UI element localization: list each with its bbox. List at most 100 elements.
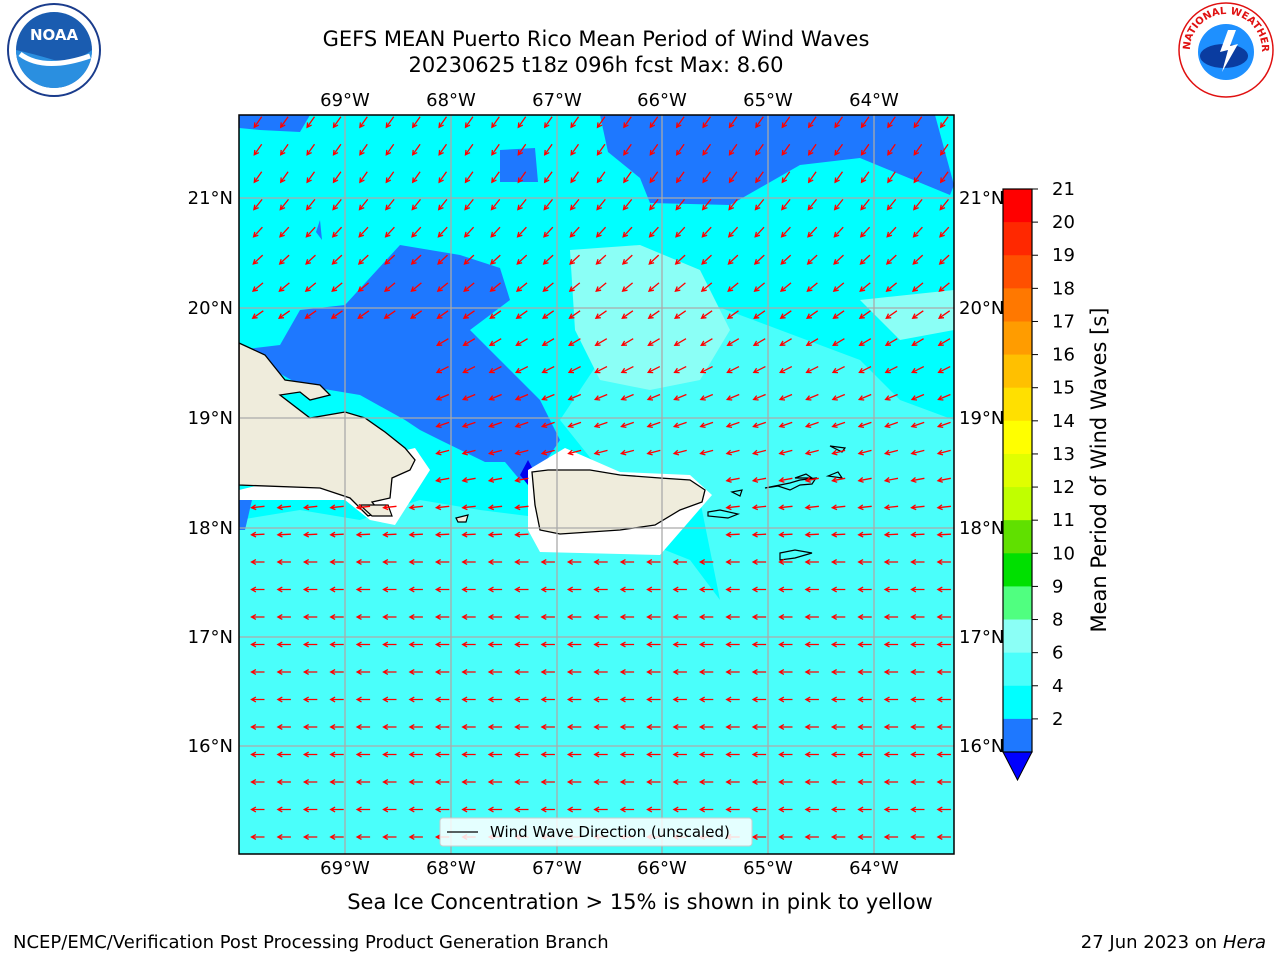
wind-wave-arrow xyxy=(355,696,371,703)
wind-wave-arrow xyxy=(276,696,291,703)
wind-wave-arrow xyxy=(382,614,397,620)
wind-wave-arrow xyxy=(621,310,634,319)
wind-wave-arrow xyxy=(779,282,792,292)
wind-wave-arrow xyxy=(302,696,318,703)
wind-wave-arrow xyxy=(754,226,765,238)
wind-wave-arrow xyxy=(646,393,661,401)
wind-wave-arrow xyxy=(540,586,555,593)
wind-wave-arrow xyxy=(831,393,846,401)
wind-wave-arrow xyxy=(487,724,503,730)
wind-wave-arrow xyxy=(302,806,318,813)
wind-wave-arrow xyxy=(276,834,291,840)
wind-wave-arrow xyxy=(461,696,476,703)
wind-wave-arrow xyxy=(540,449,555,456)
wind-wave-arrow xyxy=(279,116,289,129)
wind-wave-arrow xyxy=(649,143,659,156)
wind-wave-arrow xyxy=(463,226,475,238)
wind-wave-arrow xyxy=(619,614,635,620)
wind-wave-arrow xyxy=(487,586,503,593)
wind-wave-arrow xyxy=(435,476,450,483)
wind-wave-arrow xyxy=(858,338,872,346)
wind-wave-arrow xyxy=(672,614,687,620)
wind-wave-arrow xyxy=(623,143,632,156)
wind-wave-arrow xyxy=(751,779,767,785)
wind-wave-arrow xyxy=(569,198,580,211)
wind-wave-arrow xyxy=(830,779,846,785)
wind-wave-arrow xyxy=(408,586,423,593)
wind-wave-arrow xyxy=(780,254,792,265)
noaa-logo: NOAA xyxy=(7,3,101,97)
wind-wave-arrow xyxy=(831,476,846,483)
wind-wave-arrow xyxy=(910,449,925,456)
wind-wave-arrow xyxy=(937,338,951,346)
wind-wave-arrow xyxy=(408,834,423,840)
wind-wave-arrow xyxy=(832,338,845,346)
wind-wave-arrow xyxy=(514,614,529,620)
wind-wave-arrow xyxy=(329,559,344,565)
wind-wave-arrow xyxy=(913,171,923,184)
wind-wave-arrow xyxy=(461,559,476,565)
wind-wave-arrow xyxy=(913,116,923,129)
wind-wave-arrow xyxy=(487,669,503,675)
wind-wave-arrow xyxy=(751,476,767,483)
wind-wave-arrow xyxy=(619,641,635,648)
wind-wave-arrow xyxy=(700,282,713,292)
wind-wave-arrow xyxy=(804,476,819,483)
wind-wave-arrow xyxy=(751,751,767,758)
wind-wave-arrow xyxy=(514,751,529,758)
land-hispaniola xyxy=(239,342,469,525)
wind-wave-arrow xyxy=(567,421,582,429)
wind-wave-arrow xyxy=(437,198,448,211)
wind-wave-arrow xyxy=(834,143,844,156)
wind-wave-arrow xyxy=(410,254,422,265)
wind-wave-arrow xyxy=(647,310,660,319)
wind-wave-arrow xyxy=(542,254,554,265)
wind-wave-arrow xyxy=(804,669,819,675)
wind-wave-arrow xyxy=(751,641,767,648)
wind-wave-arrow xyxy=(276,614,291,620)
wind-wave-arrow xyxy=(462,338,476,346)
wind-wave-arrow xyxy=(725,421,740,429)
wind-wave-arrow xyxy=(805,366,819,374)
wind-wave-arrow xyxy=(463,282,475,292)
wind-wave-arrow xyxy=(408,724,423,730)
wind-wave-arrow xyxy=(857,751,872,758)
wind-wave-arrow xyxy=(461,393,476,401)
lat-label: 21°N xyxy=(188,188,233,209)
wind-wave-arrow xyxy=(698,751,714,758)
wind-wave-arrow xyxy=(491,171,500,184)
wind-wave-arrow xyxy=(488,338,502,346)
lat-label: 16°N xyxy=(188,736,233,757)
wind-wave-arrow xyxy=(358,198,369,211)
wind-wave-arrow xyxy=(833,226,844,238)
wind-wave-arrow xyxy=(276,641,291,648)
wind-wave-arrow xyxy=(779,310,792,319)
wind-wave-arrow xyxy=(647,338,660,346)
wind-wave-arrow xyxy=(540,724,555,730)
wind-wave-arrow xyxy=(382,779,397,785)
wind-wave-arrow xyxy=(252,254,264,265)
wind-wave-arrow xyxy=(568,282,581,292)
wind-wave-arrow xyxy=(623,116,632,129)
wind-wave-arrow xyxy=(382,641,397,648)
wind-wave-arrow xyxy=(701,198,712,211)
wind-wave-arrow xyxy=(804,504,819,511)
wind-wave-arrow xyxy=(884,338,898,346)
wind-wave-arrow xyxy=(805,338,819,346)
wind-wave-arrow xyxy=(434,751,450,758)
wind-wave-arrow xyxy=(936,779,951,785)
wind-wave-arrow xyxy=(830,614,846,620)
wind-wave-arrow xyxy=(751,449,767,456)
wind-wave-arrow xyxy=(514,531,529,538)
wind-wave-arrow xyxy=(883,641,899,648)
wind-wave-arrow xyxy=(910,393,925,401)
wind-wave-arrow xyxy=(910,531,925,538)
wind-wave-arrow xyxy=(858,310,871,319)
wind-wave-arrow xyxy=(910,696,925,703)
wind-wave-arrow xyxy=(804,421,819,429)
wind-wave-arrow xyxy=(595,282,607,292)
wind-wave-arrow xyxy=(751,504,767,511)
wind-wave-arrow xyxy=(542,282,554,292)
wind-wave-arrow xyxy=(514,806,529,813)
